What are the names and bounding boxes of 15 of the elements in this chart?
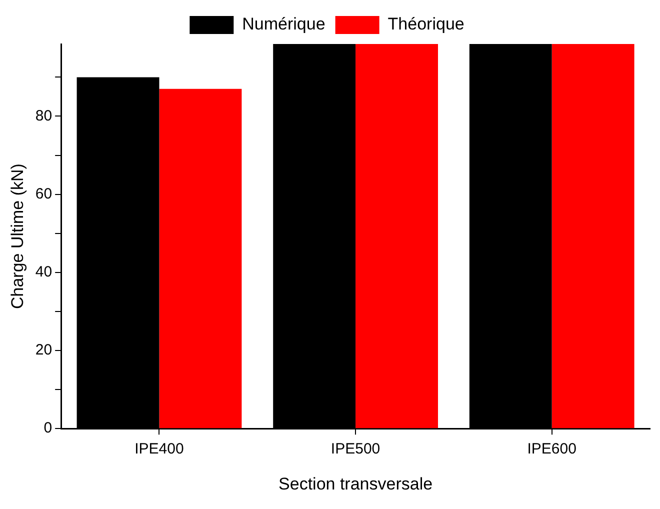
x-axis-title: Section transversale [278, 474, 433, 494]
y-tick-label: 0 [44, 420, 52, 437]
bar [552, 44, 634, 428]
y-tick-label: 80 [35, 107, 52, 124]
x-tick-label: IPE600 [527, 440, 576, 458]
y-tick-label: 40 [35, 264, 52, 281]
y-axis-title: Charge Ultime (kN) [8, 164, 27, 310]
y-tick-label: 60 [35, 185, 52, 202]
x-tick-label: IPE400 [134, 440, 184, 458]
bar [159, 88, 242, 428]
legend-label: Numérique [242, 14, 326, 34]
legend-label: Théorique [388, 14, 464, 34]
bar [356, 44, 438, 428]
x-tick-label: IPE500 [330, 440, 380, 458]
y-tick-label: 20 [35, 342, 52, 359]
